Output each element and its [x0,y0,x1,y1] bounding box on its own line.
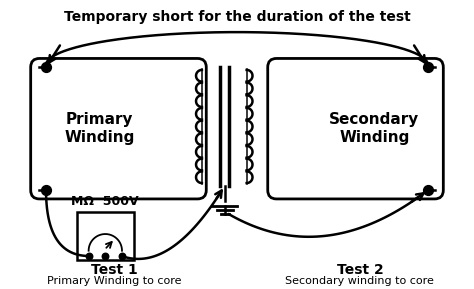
Text: Secondary
Winding: Secondary Winding [329,112,419,145]
Point [42,188,50,192]
Text: Test 2: Test 2 [337,263,383,277]
Text: Test 1: Test 1 [91,263,137,277]
Point [424,65,432,70]
Text: Primary Winding to core: Primary Winding to core [47,277,182,286]
Point [424,188,432,192]
Text: Primary
Winding: Primary Winding [64,112,135,145]
Point [118,254,125,258]
Point [42,65,50,70]
Bar [77,212,134,260]
Text: MΩ  500V: MΩ 500V [72,195,139,208]
Point [85,254,93,258]
Text: Secondary winding to core: Secondary winding to core [285,277,434,286]
Text: Temporary short for the duration of the test: Temporary short for the duration of the … [64,10,410,24]
Point [101,254,109,258]
